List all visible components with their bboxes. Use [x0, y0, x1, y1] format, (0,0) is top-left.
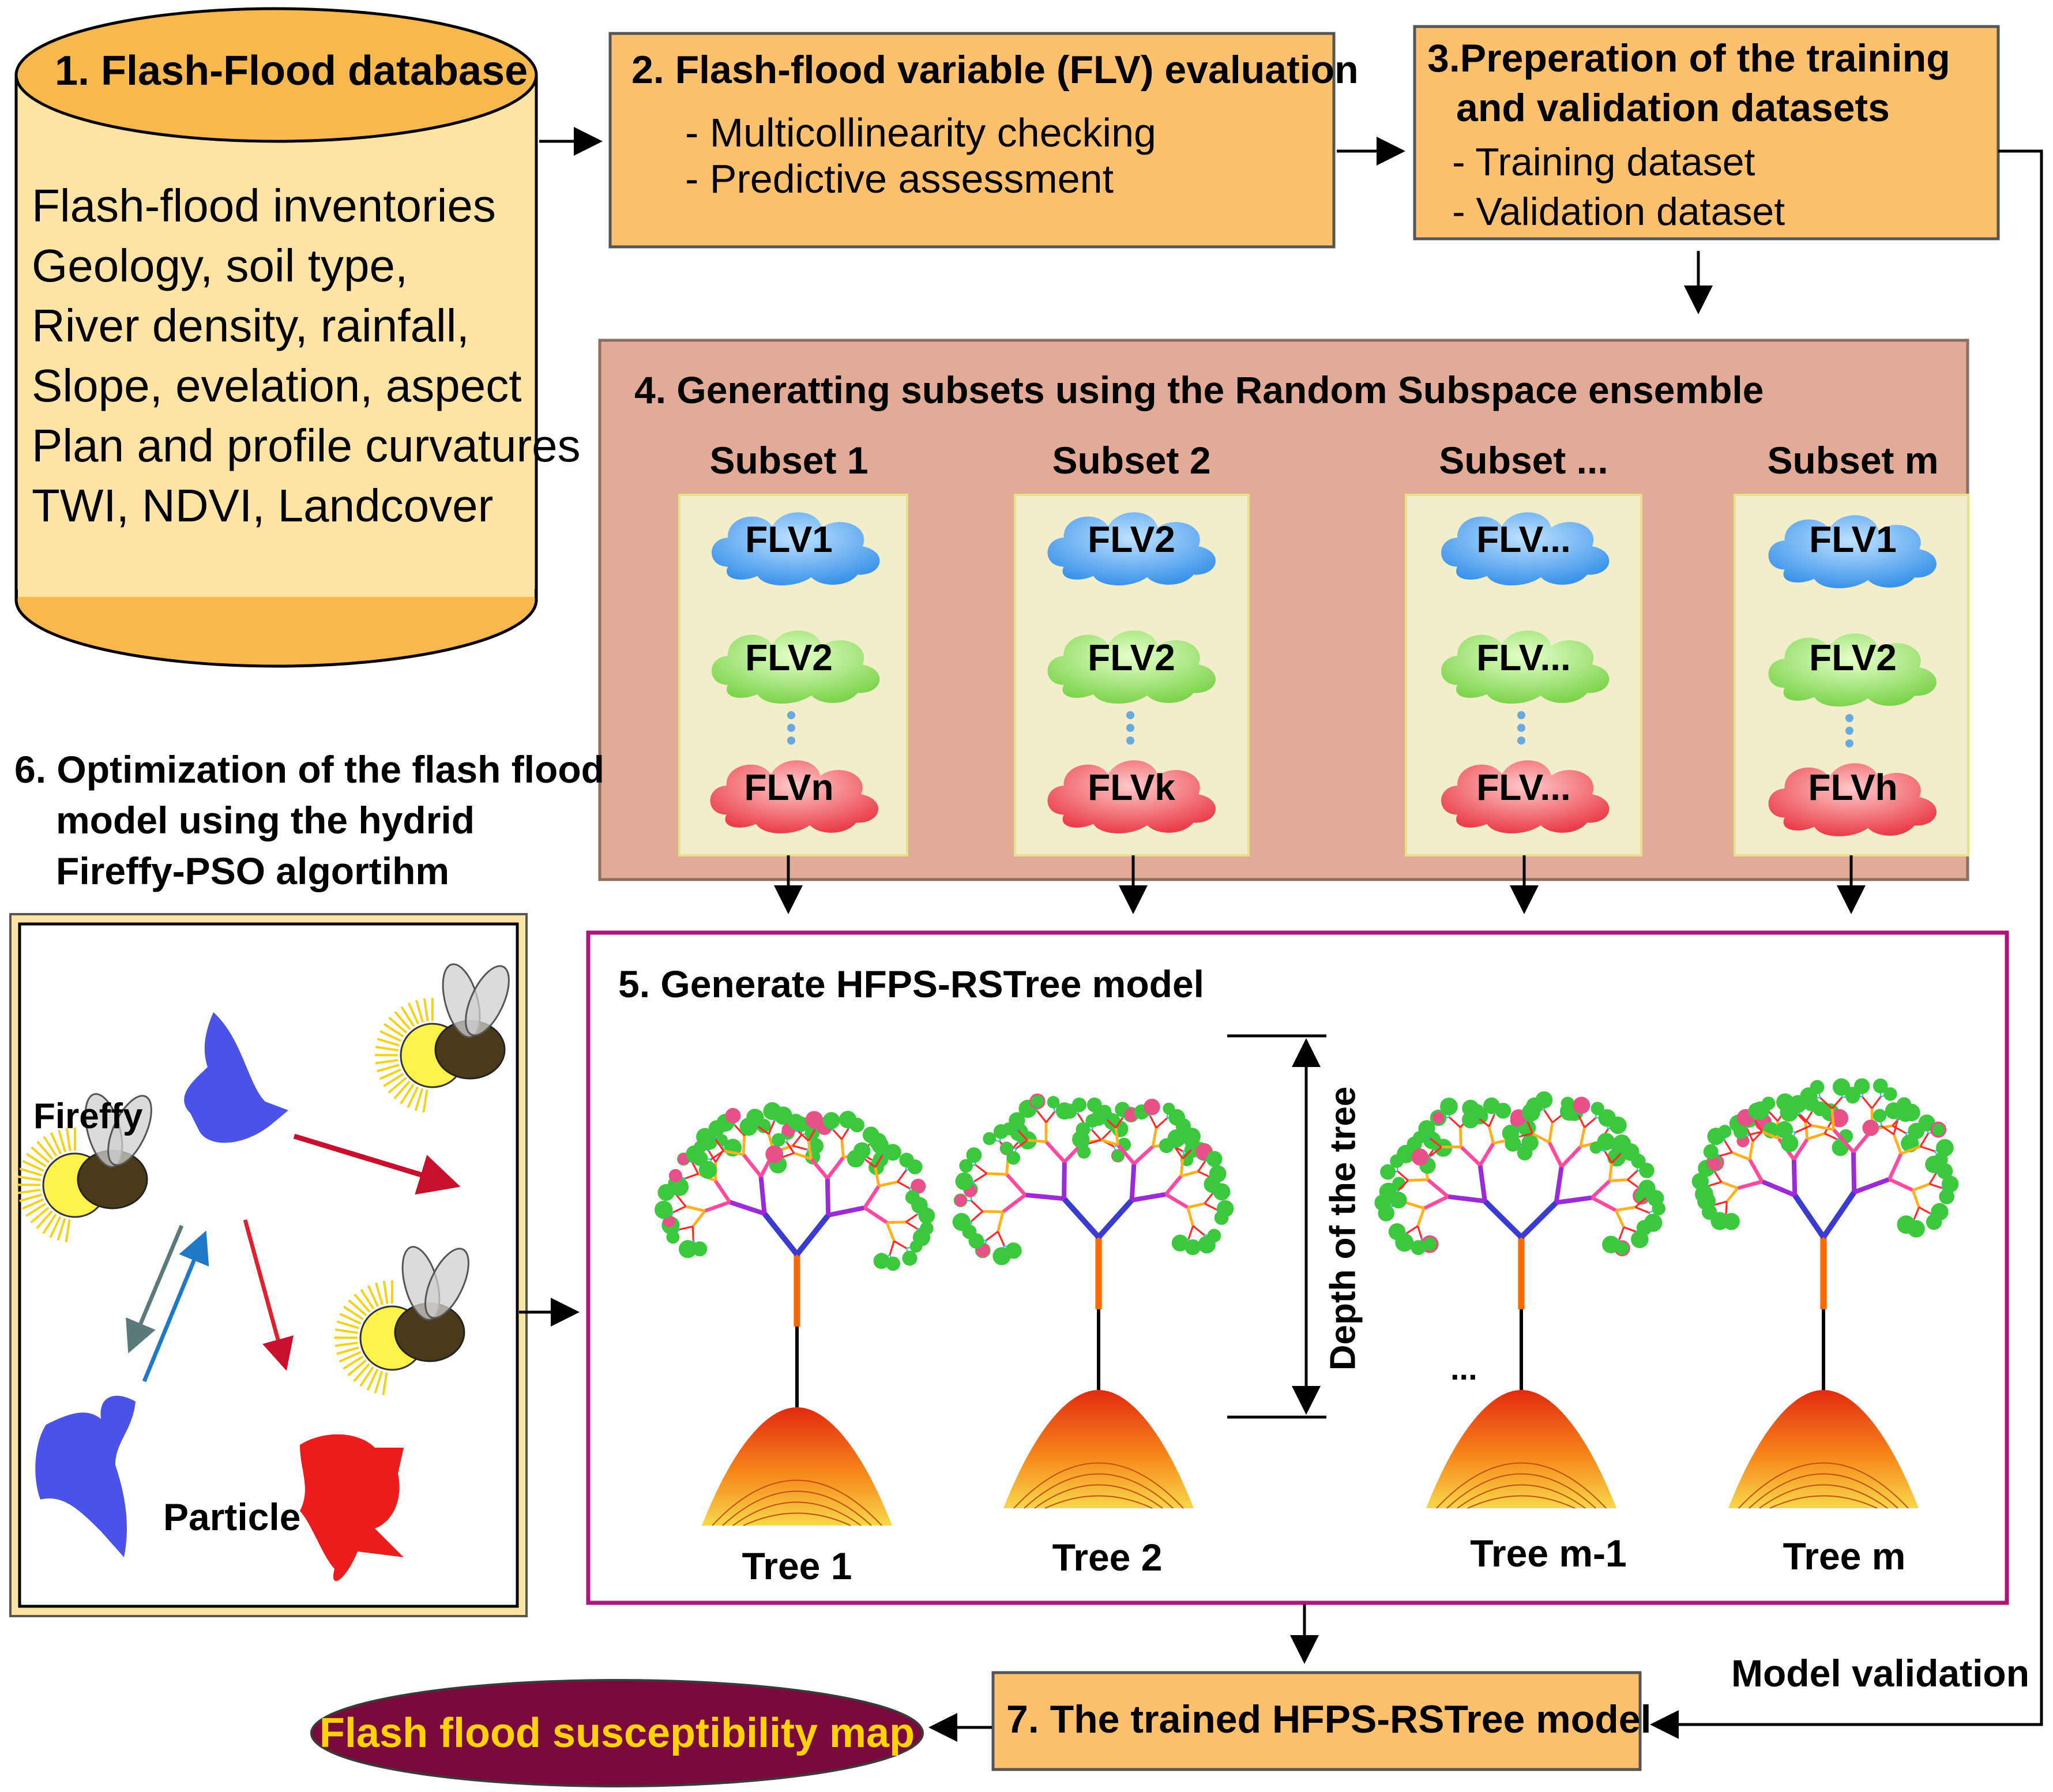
- tree-label-2: Tree 2: [1052, 1536, 1163, 1579]
- step5-title: 5. Generate HFPS-RSTree model: [618, 963, 1205, 1005]
- flv-label-4-2: FLV2: [1809, 637, 1897, 678]
- flv-label-4-3: FLVh: [1808, 767, 1898, 808]
- validation-path: [1650, 149, 2043, 1739]
- step7-box: [991, 1671, 1642, 1771]
- step6-title-line-1: 6. Optimization of the flash flood: [14, 748, 604, 791]
- tree-figures: [655, 1078, 1959, 1526]
- step3-title-line2: and validation datasets: [1456, 86, 1890, 130]
- tree-mound-4: [1728, 1390, 1919, 1508]
- flv-label-1-2: FLV2: [745, 637, 833, 678]
- step1-line-6: TWI, NDVI, Landcover: [32, 480, 494, 531]
- step2-line-1: - Multicollinearity checking: [685, 110, 1156, 155]
- motion-arrow-red-right: [293, 1133, 461, 1195]
- firefly-icon-top: [374, 963, 510, 1113]
- output-ellipse: [310, 1679, 924, 1787]
- step6-title-line-3: Fireffy-PSO algortihm: [56, 850, 450, 892]
- tree-label-4: Tree m: [1783, 1535, 1906, 1577]
- subset-heading-4: Subset m: [1767, 439, 1939, 482]
- bird-icon-blue-top: [184, 1012, 288, 1143]
- step1-line-3: River density, rainfall,: [32, 300, 469, 351]
- subset-heading-1: Subset 1: [709, 439, 868, 482]
- tree-label-3: Tree m-1: [1470, 1532, 1627, 1575]
- tree-mound-3: [1426, 1390, 1616, 1508]
- step1-list: Flash-flood inventories Geology, soil typ…: [32, 176, 581, 536]
- step2-line-2: - Predictive assessment: [685, 156, 1114, 201]
- flv-label-3-2: FLV...: [1476, 637, 1571, 678]
- flv-label-1-1: FLV1: [745, 519, 833, 560]
- tree-ellipsis: ...: [1450, 1350, 1477, 1387]
- flow-arrows: [519, 127, 2043, 1742]
- firefly-icon-left: [17, 1093, 152, 1243]
- bird-icon-blue-bottom: [35, 1396, 136, 1557]
- model-validation-label: Model validation: [1731, 1652, 2030, 1695]
- step4-title: 4. Generatting subsets using the Random …: [634, 369, 1764, 411]
- particle-label: Particle: [163, 1496, 301, 1538]
- depth-bracket: [1227, 1034, 1326, 1419]
- flv-label-1-3: FLVn: [744, 767, 834, 808]
- step6-title-line-2: model using the hydrid: [56, 799, 475, 841]
- step7-title: 7. The trained HFPS-RSTree model: [1006, 1697, 1652, 1741]
- motion-arrow-grey-down: [126, 1224, 184, 1354]
- step2-list: - Multicollinearity checking - Predictive…: [685, 110, 1156, 202]
- bird-icon-red: [300, 1434, 404, 1581]
- step3-line-1: - Training dataset: [1452, 140, 1755, 184]
- output-label: Flash flood susceptibility map: [319, 1710, 915, 1756]
- flv-label-2-1: FLV2: [1088, 519, 1175, 560]
- cloud-dots: [787, 711, 1853, 747]
- subset-heading-3: Subset ...: [1439, 439, 1608, 482]
- tree-graphic-4: [1691, 1078, 1959, 1509]
- step2-box: [608, 32, 1336, 249]
- flv-label-3-1: FLV...: [1476, 519, 1571, 560]
- step1-line-4: Slope, evelation, aspect: [32, 360, 522, 411]
- subset-heading-2: Subset 2: [1052, 439, 1211, 482]
- tree-mound-2: [1003, 1390, 1194, 1508]
- database-cylinder: [14, 7, 538, 668]
- step6-title: 6. Optimization of the flash flood model …: [14, 744, 604, 896]
- step1-line-1: Flash-flood inventories: [32, 180, 496, 231]
- tree-label-1: Tree 1: [742, 1545, 852, 1587]
- firefly-label: Fireffy: [33, 1096, 143, 1136]
- tree-mound-1: [702, 1407, 892, 1526]
- step3-list: - Training dataset - Validation dataset: [1452, 137, 1785, 236]
- flv-label-2-2: FLV2: [1088, 637, 1175, 678]
- tree-graphic-3: [1374, 1091, 1665, 1509]
- tree-graphic-1: [655, 1102, 935, 1526]
- step2-title: 2. Flash-flood variable (FLV) evaluation: [631, 48, 1359, 92]
- step1-line-2: Geology, soil type,: [32, 240, 408, 291]
- motion-arrow-blue-up: [142, 1230, 209, 1382]
- firefly-icon-middle: [334, 1246, 469, 1396]
- step1-line-5: Plan and profile curvatures: [32, 420, 581, 471]
- step1-title: 1. Flash-Flood database: [55, 48, 528, 94]
- flv-label-2-3: FLVk: [1088, 767, 1175, 808]
- tree-graphic-2: [952, 1093, 1234, 1509]
- step3-title-line1: 3.Preperation of the training: [1427, 36, 1950, 80]
- step3-line-2: - Validation dataset: [1452, 190, 1785, 234]
- depth-label: Depth of the tree: [1323, 1086, 1363, 1371]
- flv-label-3-3: FLV...: [1476, 767, 1571, 808]
- step3-box: [1413, 25, 2000, 241]
- flv-label-4-1: FLV1: [1809, 519, 1897, 560]
- motion-arrow-red-down: [243, 1219, 294, 1371]
